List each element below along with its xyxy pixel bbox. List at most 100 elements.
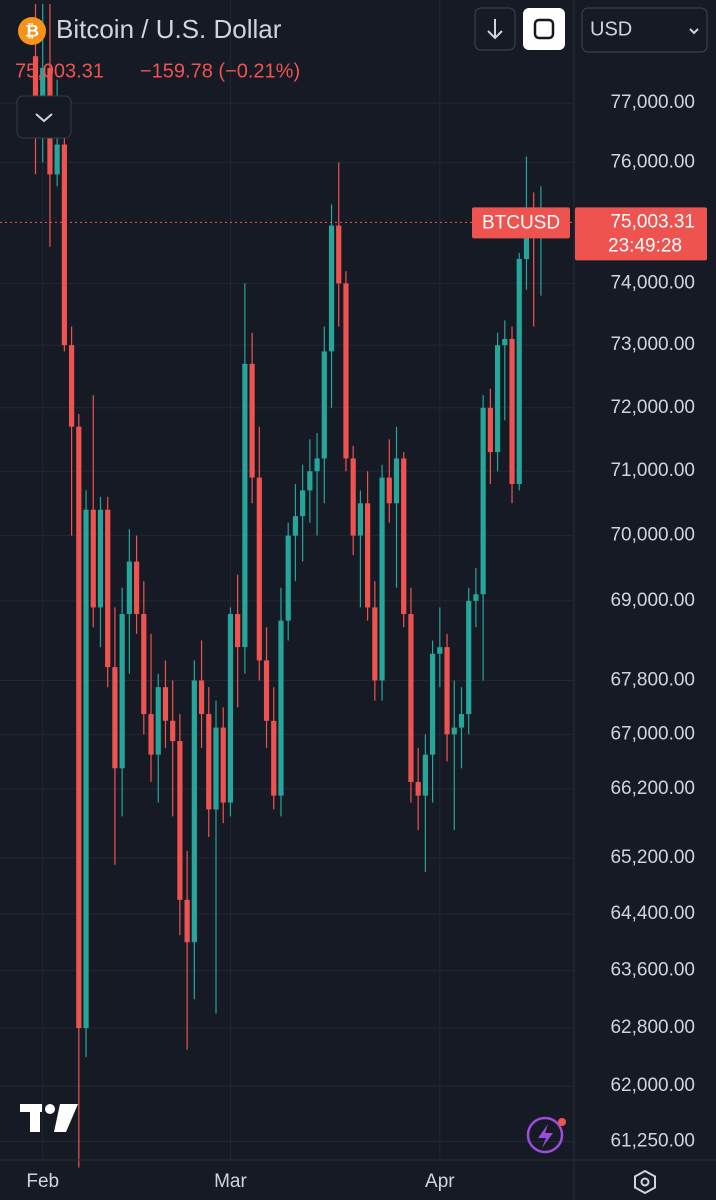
y-tick-label: 71,000.00 [610,460,695,481]
candle-body [126,561,132,615]
candle-body [350,458,356,536]
candle-body [408,614,414,782]
y-tick-label: 73,000.00 [610,334,695,355]
candle-body [69,345,75,427]
y-tick-label: 67,000.00 [610,723,695,744]
candle-body [451,727,457,735]
candle-body [97,509,104,608]
y-tick-label: 67,800.00 [610,669,695,690]
settings-button[interactable] [634,1169,656,1195]
candle-body [278,620,284,796]
symbol-tag-label: BTCUSD [482,212,560,233]
symbol-tag [472,207,570,239]
candle-body [206,714,212,810]
candle-body [365,503,371,608]
candle-body [242,363,248,648]
countdown: 23:49:28 [608,235,682,256]
candle-body [336,225,342,284]
tv-logo [20,1104,78,1132]
candle-body [285,535,291,621]
candle-body [148,714,154,755]
candle-body [32,56,39,110]
last-price: 75,003.31 [15,60,104,82]
candle-body [83,509,89,1029]
candle-body [263,660,270,721]
candle-body [487,407,493,453]
candle-body [343,283,349,459]
candle-body [430,653,436,755]
candle-body [458,714,465,728]
y-tick-label: 62,800.00 [610,1017,695,1038]
candle-body [105,509,111,668]
candle-body [466,600,472,715]
candle-body [119,614,125,769]
y-tick-label: 61,250.00 [610,1130,695,1151]
candle-body [415,781,421,796]
candle-body [494,345,501,453]
candle-body [422,754,428,796]
candle-body [155,687,161,755]
candle-body [502,338,508,346]
candle-body [220,727,226,803]
chevron-icon [35,113,53,123]
arrow-icon [487,19,503,40]
candle-body [473,594,479,601]
candle-body [177,741,183,900]
price-label [575,207,707,261]
candle-body [40,67,46,110]
candle-body [357,503,363,536]
candle-body [480,407,486,595]
candle-body [393,458,400,504]
candle-body [184,899,190,943]
symbol-title: Bitcoin / U.S. Dollar [56,14,282,44]
candle-body [249,363,255,478]
candle-body [112,667,118,769]
candle-body [386,477,392,504]
x-tick-label: Mar [214,1171,247,1192]
candle-body [198,680,205,715]
candle-body [256,477,262,661]
x-tick-label: Apr [425,1171,455,1192]
candle-body [170,720,176,742]
candle-body [328,225,335,352]
candle-body [401,458,407,615]
candle-body [444,647,450,735]
candle-body [437,647,443,654]
collapse-button[interactable] [16,95,72,139]
y-tick-label: 64,400.00 [610,903,695,924]
candle-body [141,614,147,715]
candle-body [90,509,96,608]
candle-body [235,614,241,648]
candle-body [191,680,197,943]
candle-body [372,607,378,681]
y-tick-label: 62,000.00 [610,1075,695,1096]
price-label-value: 75,003.31 [610,211,695,232]
currency-select[interactable] [581,7,708,53]
x-tick-label: Feb [26,1171,59,1192]
candle-body [133,561,140,615]
assistant-button[interactable] [526,1116,564,1154]
logo-part [45,1104,55,1114]
candle-body [162,687,169,721]
settings-icon [640,1177,650,1187]
candle-body [300,490,306,517]
candle-body [227,614,234,803]
y-tick-label: 77,000.00 [610,92,695,113]
candle-body [509,338,515,485]
y-tick-label: 63,600.00 [610,960,695,981]
fullscreen-button[interactable] [523,8,565,50]
bitcoin-symbol: ₿ [25,21,39,40]
notification-dot [558,1118,566,1126]
candle-body [271,720,277,796]
dropdown-icon [689,28,699,35]
candle-body [54,144,60,175]
y-tick-label: 72,000.00 [610,397,695,418]
bitcoin-icon [18,17,46,45]
y-tick-label: 70,000.00 [610,525,695,546]
candle-body [61,144,67,346]
candle-body [76,426,82,1029]
logo-part [54,1104,78,1132]
logo-part [30,1104,40,1132]
